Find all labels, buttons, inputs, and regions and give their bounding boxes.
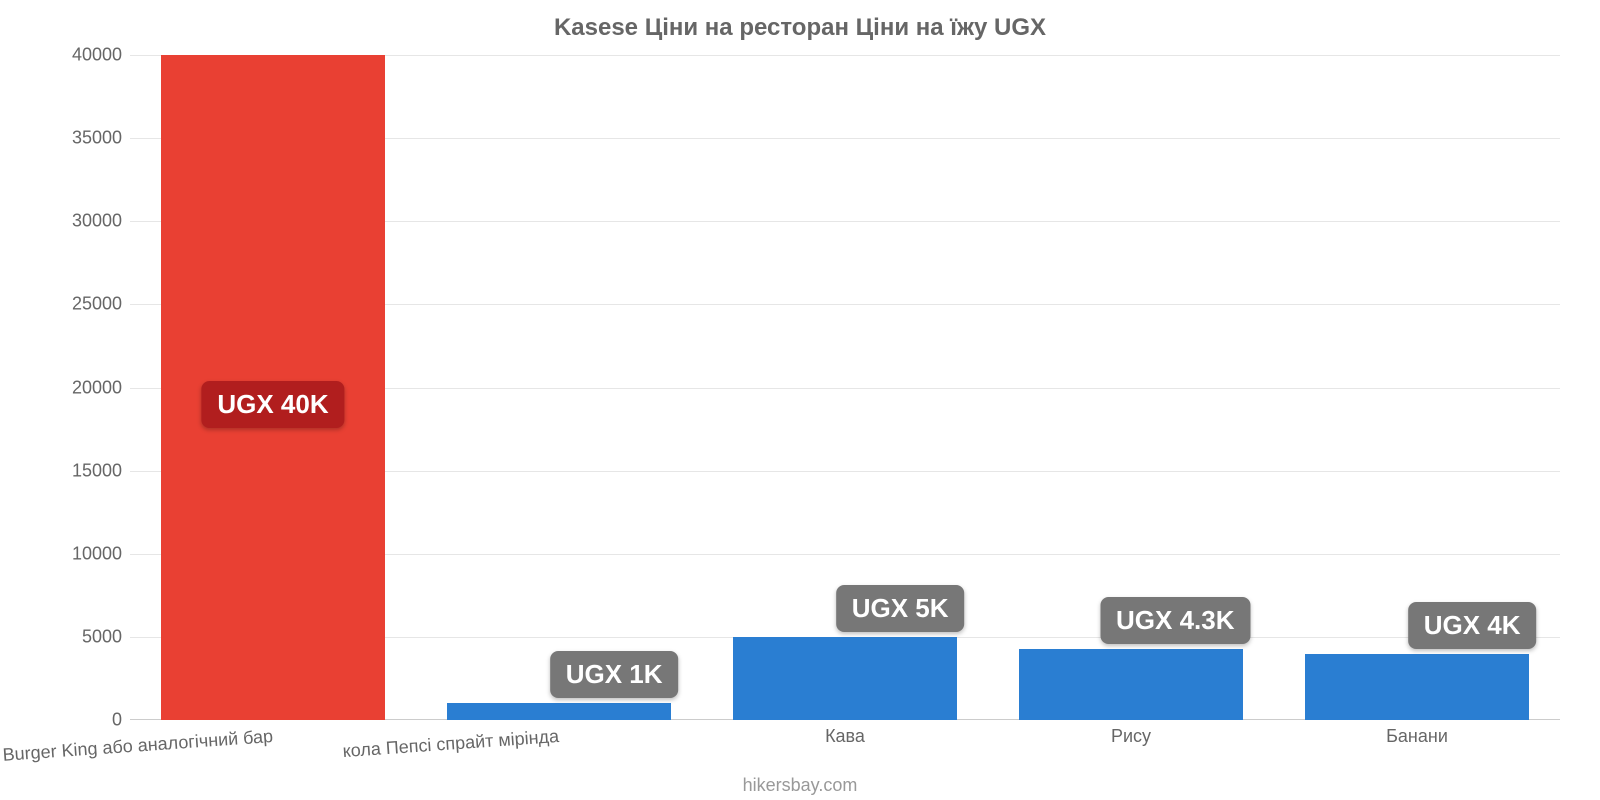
ytick-label: 40000: [12, 45, 122, 66]
ytick-label: 20000: [12, 377, 122, 398]
ytick-label: 30000: [12, 211, 122, 232]
value-badge: UGX 4K: [1408, 602, 1537, 649]
xtick-label: Кава: [825, 726, 865, 747]
chart-title: Kasese Ціни на ресторан Ціни на їжу UGX: [0, 14, 1600, 42]
ytick-label: 10000: [12, 543, 122, 564]
bar: [447, 703, 670, 720]
chart-container: Kasese Ціни на ресторан Ціни на їжу UGX …: [0, 0, 1600, 800]
value-badge: UGX 1K: [550, 651, 679, 698]
ytick-label: 0: [12, 710, 122, 731]
bar: [1019, 649, 1242, 720]
xtick-label: Mac Burger King або аналогічний бар: [0, 726, 274, 769]
ytick-label: 5000: [12, 626, 122, 647]
credit-text: hikersbay.com: [0, 775, 1600, 796]
value-badge: UGX 5K: [836, 585, 965, 632]
ytick-label: 35000: [12, 128, 122, 149]
value-badge: UGX 4.3K: [1100, 597, 1251, 644]
xtick-label: Банани: [1386, 726, 1448, 747]
ytick-label: 15000: [12, 460, 122, 481]
ytick-label: 25000: [12, 294, 122, 315]
bar: [733, 637, 956, 720]
xtick-label: кола Пепсі спрайт мірінда: [342, 726, 560, 762]
bar: [1305, 654, 1528, 721]
value-badge: UGX 40K: [201, 381, 344, 428]
xtick-label: Рису: [1111, 726, 1151, 747]
